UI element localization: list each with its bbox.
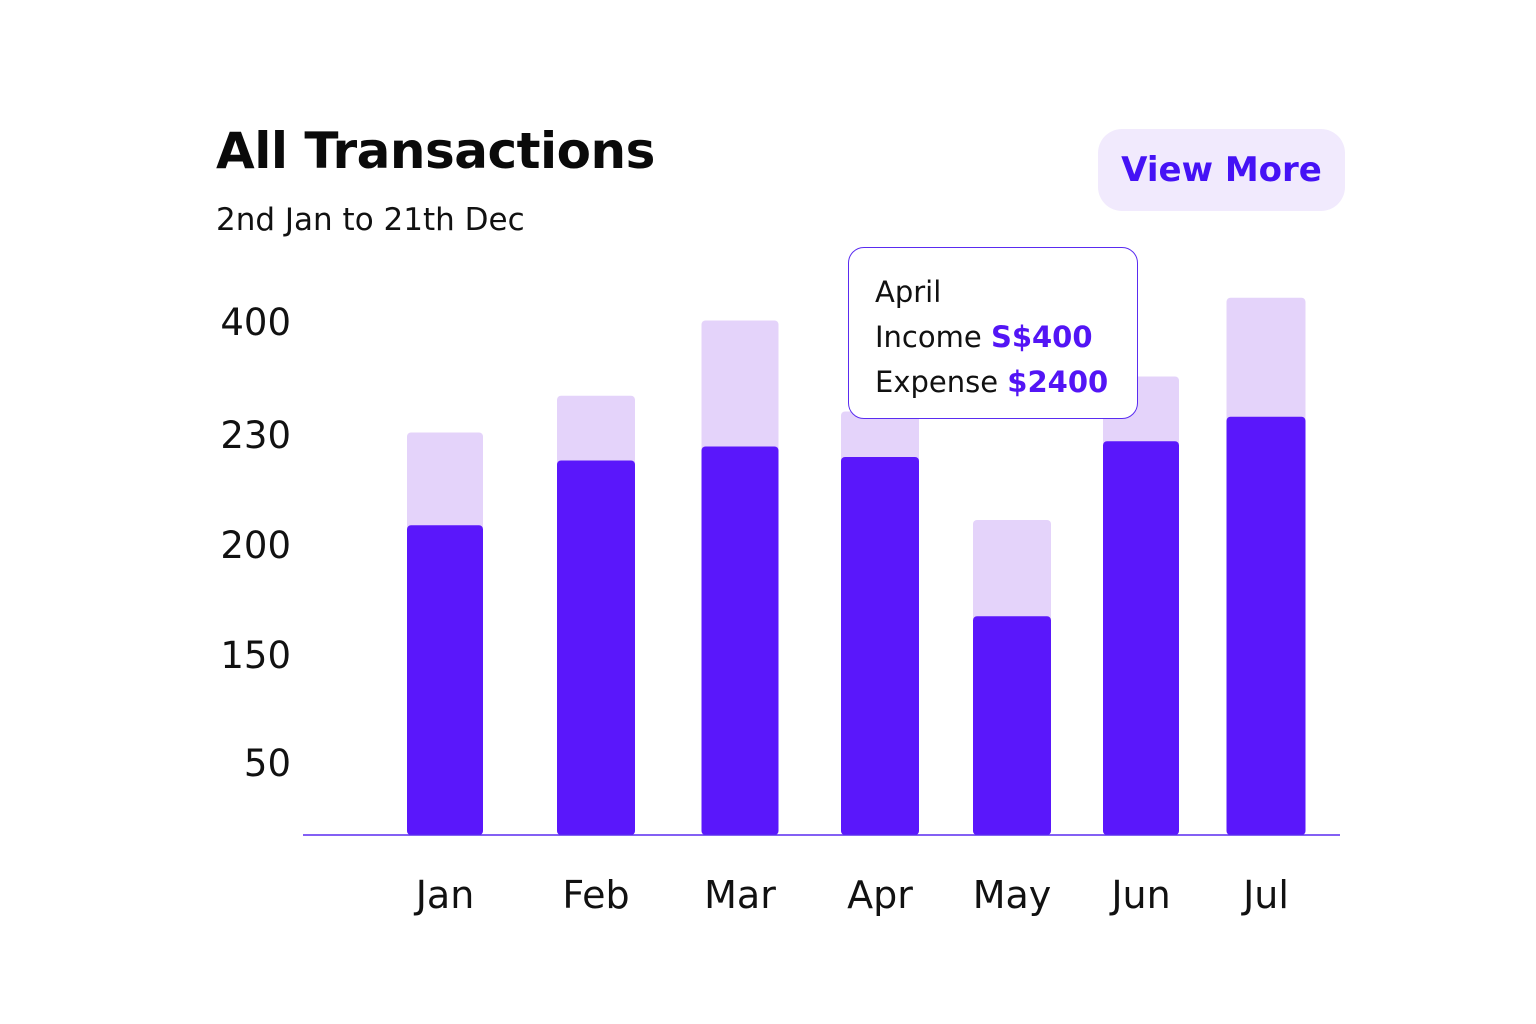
- y-tick-label: 400: [220, 301, 291, 344]
- tooltip-expense-label: Expense: [875, 365, 999, 399]
- y-axis-ticks: 400 230 200 150 50: [220, 301, 291, 785]
- y-tick-label: 150: [220, 634, 291, 677]
- tooltip-income-label: Income: [875, 320, 982, 354]
- x-axis-ticks: Jan Feb Mar Apr May Jun Jul: [414, 873, 1289, 917]
- bar-mar-lower[interactable]: [701, 446, 779, 836]
- x-tick-label: Apr: [847, 873, 913, 917]
- view-more-button[interactable]: View More: [1098, 129, 1345, 211]
- bar-jun-lower[interactable]: [1103, 441, 1179, 835]
- x-tick-label: Feb: [562, 873, 629, 917]
- y-tick-label: 200: [220, 524, 291, 567]
- tooltip-expense-value: $2400: [1007, 365, 1109, 399]
- april-tooltip: April Income S$400 Expense $2400: [848, 247, 1138, 419]
- bar-apr-lower[interactable]: [841, 457, 919, 835]
- x-tick-label: Jun: [1109, 873, 1170, 917]
- bar-jan-lower[interactable]: [407, 525, 483, 835]
- bar-feb-lower[interactable]: [557, 460, 635, 836]
- tooltip-month: April: [875, 275, 942, 309]
- y-tick-label: 50: [244, 742, 291, 785]
- x-tick-label: Mar: [704, 873, 776, 917]
- chart-title: All Transactions: [216, 122, 655, 180]
- x-tick-label: Jul: [1241, 873, 1289, 917]
- tooltip-expense-row: Expense $2400: [875, 360, 1137, 405]
- bar-jul-lower[interactable]: [1226, 416, 1306, 835]
- x-tick-label: May: [973, 873, 1052, 917]
- bar-may-lower[interactable]: [973, 616, 1051, 835]
- bars: [407, 297, 1306, 836]
- x-tick-label: Jan: [414, 873, 475, 917]
- date-range-subtitle: 2nd Jan to 21th Dec: [216, 202, 525, 238]
- tooltip-income-row: Income S$400: [875, 315, 1137, 360]
- y-tick-label: 230: [220, 414, 291, 457]
- tooltip-income-value: S$400: [990, 320, 1093, 354]
